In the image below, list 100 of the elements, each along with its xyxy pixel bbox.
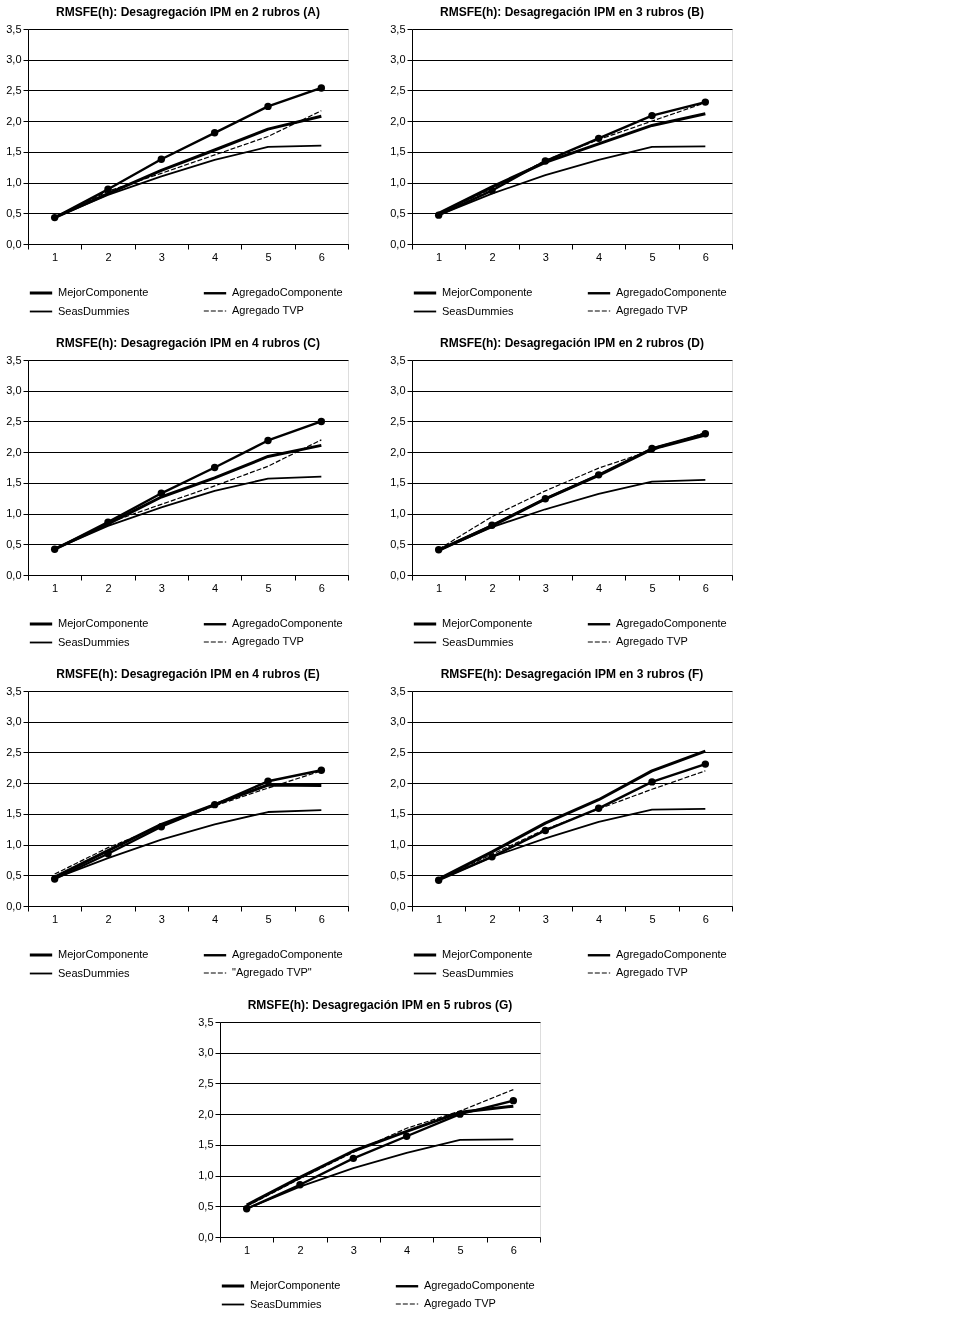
x-tick-label: 4 <box>596 912 603 925</box>
point <box>594 471 603 479</box>
chart-title: RMSFE(h): Desagregación IPM en 3 rubros (F) <box>440 667 704 681</box>
chart-title: RMSFE(h): Desagregación IPM en 2 rubros (A) <box>55 5 321 19</box>
chart-title: RMSFE(h): Desagregación IPM en 4 rubros (E) <box>56 667 320 681</box>
y-tick-label: 0,5 <box>6 537 22 550</box>
point <box>296 1181 304 1189</box>
y-tick-label: 0,5 <box>390 206 406 219</box>
x-tick-label: 1 <box>244 1243 251 1256</box>
point <box>50 875 59 883</box>
y-tick-label: 3,0 <box>6 715 22 728</box>
legend-label: MejorComponente <box>58 617 149 629</box>
x-tick-label: 4 <box>404 1243 411 1256</box>
x-tick-label: 5 <box>649 912 656 925</box>
chart-title: RMSFE(h): Desagregación IPM en 5 rubros (G) <box>247 998 513 1012</box>
y-tick-label: 3,5 <box>390 353 406 366</box>
point <box>488 186 496 195</box>
point <box>541 495 550 503</box>
x-tick-label: 6 <box>702 912 709 925</box>
y-tick-label: 2,5 <box>390 414 406 427</box>
y-tick-label: 2,5 <box>390 745 406 758</box>
x-tick-label: 1 <box>436 912 443 925</box>
legend-label: SeasDummies <box>442 966 515 979</box>
point <box>402 1132 411 1140</box>
x-tick-label: 1 <box>52 581 59 594</box>
point <box>541 157 550 165</box>
point <box>541 826 550 835</box>
legend-label: SeasDummies <box>442 304 515 317</box>
y-tick-label: 0,0 <box>6 899 22 912</box>
legend-label: SeasDummies <box>58 304 131 317</box>
chart-title: RMSFE(h): Desagregación IPM en 3 rubros (B) <box>439 5 705 19</box>
point <box>648 778 656 786</box>
y-tick-label: 1,5 <box>390 807 406 820</box>
point <box>104 185 112 194</box>
y-tick-label: 1,0 <box>390 838 406 851</box>
x-tick-label: 2 <box>105 581 112 594</box>
x-tick-label: 5 <box>265 912 272 925</box>
x-tick-label: 5 <box>649 250 656 263</box>
x-tick-label: 1 <box>52 912 59 925</box>
legend-label: AgregadoComponente <box>616 948 727 961</box>
y-tick-label: 3,5 <box>6 684 22 697</box>
y-tick-label: 0,0 <box>390 568 406 581</box>
x-tick-label: 1 <box>436 581 443 594</box>
chart-title: RMSFE(h): Desagregación IPM en 2 rubros (D) <box>439 336 705 350</box>
x-tick-label: 3 <box>350 1243 357 1256</box>
point <box>434 546 443 554</box>
x-tick-label: 4 <box>212 581 219 594</box>
y-tick-label: 1,5 <box>198 1138 214 1151</box>
y-tick-label: 3,5 <box>390 22 406 35</box>
y-tick-label: 0,0 <box>390 899 406 912</box>
point <box>104 518 112 526</box>
legend-label: MejorComponente <box>442 617 533 629</box>
y-tick-label: 3,0 <box>390 53 406 66</box>
point <box>242 1205 251 1213</box>
y-tick-label: 3,0 <box>390 384 406 397</box>
y-tick-label: 0,0 <box>6 237 22 250</box>
x-tick-label: 2 <box>489 912 496 925</box>
point <box>157 823 166 831</box>
x-tick-label: 5 <box>457 1243 464 1256</box>
legend-label: SeasDummies <box>58 966 131 979</box>
y-tick-label: 0,5 <box>6 206 22 219</box>
point <box>264 102 272 111</box>
y-tick-label: 3,0 <box>198 1046 214 1059</box>
y-tick-label: 3,5 <box>198 1015 214 1028</box>
x-tick-label: 3 <box>542 581 549 594</box>
point <box>509 1096 518 1105</box>
point <box>104 850 112 858</box>
point <box>594 134 603 143</box>
point <box>701 760 710 768</box>
legend-label: "Agregado TVP" <box>232 966 312 978</box>
y-tick-label: 1,0 <box>6 507 22 520</box>
point <box>488 853 496 861</box>
y-tick-label: 0,5 <box>198 1199 214 1212</box>
legend-label: Agregado TVP <box>424 1297 496 1309</box>
x-tick-label: 3 <box>158 912 165 925</box>
x-tick-label: 6 <box>510 1243 517 1256</box>
legend-label: Agregado TVP <box>232 635 304 647</box>
x-tick-label: 3 <box>158 581 165 594</box>
x-tick-label: 1 <box>52 250 59 263</box>
x-tick-label: 3 <box>542 912 549 925</box>
y-tick-label: 1,5 <box>390 476 406 489</box>
y-tick-label: 3,0 <box>390 715 406 728</box>
y-tick-label: 1,0 <box>390 176 406 189</box>
y-tick-label: 0,0 <box>390 237 406 250</box>
y-tick-label: 2,0 <box>6 114 22 127</box>
point <box>157 155 166 163</box>
point <box>210 129 219 137</box>
y-tick-label: 1,5 <box>390 145 406 158</box>
x-tick-label: 2 <box>489 250 496 263</box>
y-tick-label: 1,5 <box>6 145 22 158</box>
y-tick-label: 2,0 <box>390 445 406 458</box>
y-tick-label: 0,5 <box>6 868 22 881</box>
y-tick-label: 3,5 <box>390 684 406 697</box>
x-tick-label: 5 <box>265 250 272 263</box>
x-tick-label: 2 <box>297 1243 304 1256</box>
x-tick-label: 3 <box>542 250 549 263</box>
legend-label: Agregado TVP <box>616 635 688 647</box>
x-tick-label: 5 <box>265 581 272 594</box>
y-tick-label: 3,0 <box>6 384 22 397</box>
legend-label: MejorComponente <box>58 948 149 960</box>
